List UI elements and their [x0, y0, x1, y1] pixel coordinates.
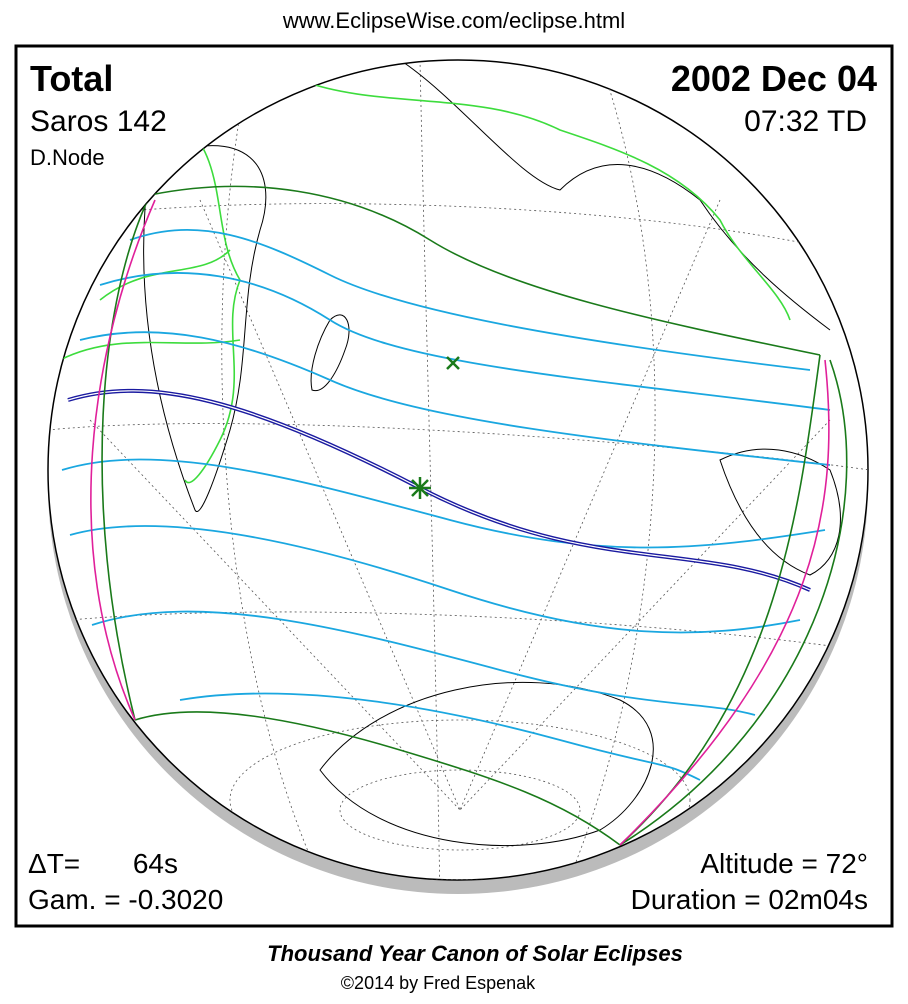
frame — [14, 44, 894, 928]
gamma: Gam. = -0.3020 — [28, 884, 223, 915]
node: D.Node — [30, 145, 105, 170]
date: 2002 Dec 04 — [671, 58, 877, 99]
time: 07:32 TD — [744, 105, 867, 138]
altitude: Altitude = 72° — [700, 848, 868, 879]
saros: Saros 142 — [30, 105, 167, 138]
delta-t-value: 64s — [133, 848, 178, 879]
eclipse-type: Total — [30, 58, 113, 99]
url: www.EclipseWise.com/eclipse.html — [282, 8, 625, 33]
footer-title: Thousand Year Canon of Solar Eclipses — [267, 941, 683, 966]
graticule — [48, 60, 868, 880]
globe-contents — [48, 60, 868, 880]
duration: Duration = 02m04s — [631, 884, 868, 915]
markers — [409, 356, 460, 499]
eclipse-lines — [61, 185, 848, 846]
map — [47, 59, 869, 894]
delta-t-label: ΔT= — [28, 848, 80, 879]
globe — [47, 59, 869, 881]
footer-credit: ©2014 by Fred Espenak — [341, 973, 536, 993]
